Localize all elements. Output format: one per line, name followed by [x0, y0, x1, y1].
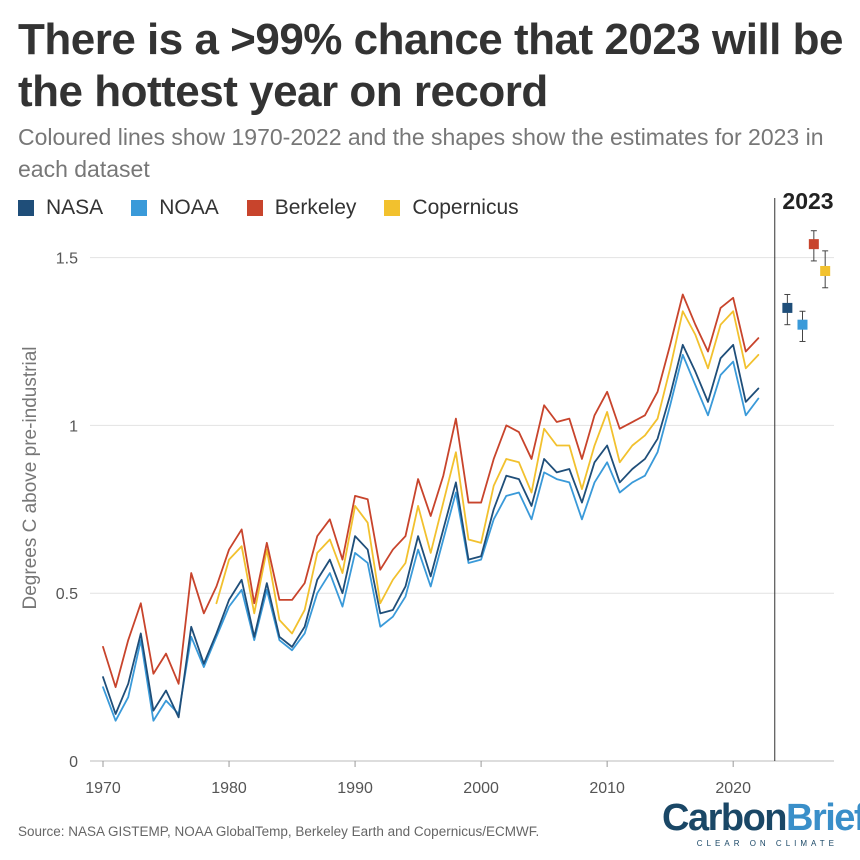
y-axis-label: Degrees C above pre-industrial	[20, 347, 41, 610]
legend-label-berkeley: Berkeley	[274, 196, 357, 219]
series-line-berkeley	[102, 293, 760, 689]
estimate-year-label: 2023	[782, 188, 833, 214]
source-note: Source: NASA GISTEMP, NOAA GlobalTemp, B…	[18, 824, 540, 839]
estimate-noaa	[797, 310, 808, 342]
legend-item-nasa: NASA	[18, 196, 103, 220]
estimate-berkeley	[808, 230, 819, 262]
legend-swatch-nasa	[18, 200, 34, 216]
estimate-nasa	[782, 293, 793, 326]
legend-label-copernicus: Copernicus	[412, 196, 519, 219]
y-tick-label-0-5: 0.5	[56, 586, 78, 603]
series-layer	[102, 293, 760, 722]
estimate-marker-berkeley	[808, 239, 819, 250]
legend-swatch-copernicus	[384, 200, 401, 216]
legend-item-berkeley: Berkeley	[246, 196, 357, 220]
y-tick-label-1: 1	[69, 418, 78, 435]
legend-label-noaa: NOAA	[159, 196, 219, 219]
carbon-brief-logo: CarbonBrief CLEAR ON CLIMATE	[662, 797, 860, 849]
legend: NASA NOAA Berkeley Copernicus	[18, 196, 547, 220]
estimate-marker-copernicus	[820, 265, 831, 276]
logo-brief: Brief	[786, 797, 860, 839]
grid-layer	[90, 257, 834, 762]
x-tick-label-2000: 2000	[463, 780, 499, 797]
x-tick-label-1970: 1970	[85, 780, 121, 797]
logo-tagline: CLEAR ON CLIMATE	[696, 839, 838, 848]
y-tick-label-1-5: 1.5	[56, 251, 78, 268]
chart-subtitle: Coloured lines show 1970-2022 and the sh…	[18, 124, 824, 182]
estimate-marker-noaa	[797, 319, 808, 330]
chart-title: There is a >99% chance that 2023 will be…	[18, 15, 843, 116]
y-tick-label-0: 0	[69, 754, 78, 771]
logo-carbon: Carbon	[662, 797, 788, 839]
series-line-nasa	[102, 343, 760, 719]
logo-wordmark: CarbonBrief	[662, 797, 860, 839]
estimate-layer	[782, 230, 831, 342]
legend-swatch-noaa	[131, 200, 148, 216]
line-chart: 0 0.5 1 1.5 1970 1980 1990 2000 2010 2020 Degrees…	[20, 188, 834, 797]
legend-item-noaa: NOAA	[131, 196, 219, 220]
estimate-copernicus	[820, 250, 831, 289]
x-tick-label-2020: 2020	[715, 780, 751, 797]
axis-layer: 0 0.5 1 1.5 1970 1980 1990 2000 2010 2020	[56, 198, 776, 797]
series-line-noaa	[102, 353, 760, 722]
legend-swatch-berkeley	[246, 200, 263, 216]
series-line-copernicus	[215, 310, 760, 635]
x-tick-label-2010: 2010	[589, 780, 625, 797]
x-tick-label-1990: 1990	[337, 780, 373, 797]
legend-label-nasa: NASA	[46, 196, 104, 219]
x-tick-label-1980: 1980	[211, 780, 247, 797]
legend-item-copernicus: Copernicus	[384, 196, 519, 220]
estimate-marker-nasa	[782, 302, 793, 313]
